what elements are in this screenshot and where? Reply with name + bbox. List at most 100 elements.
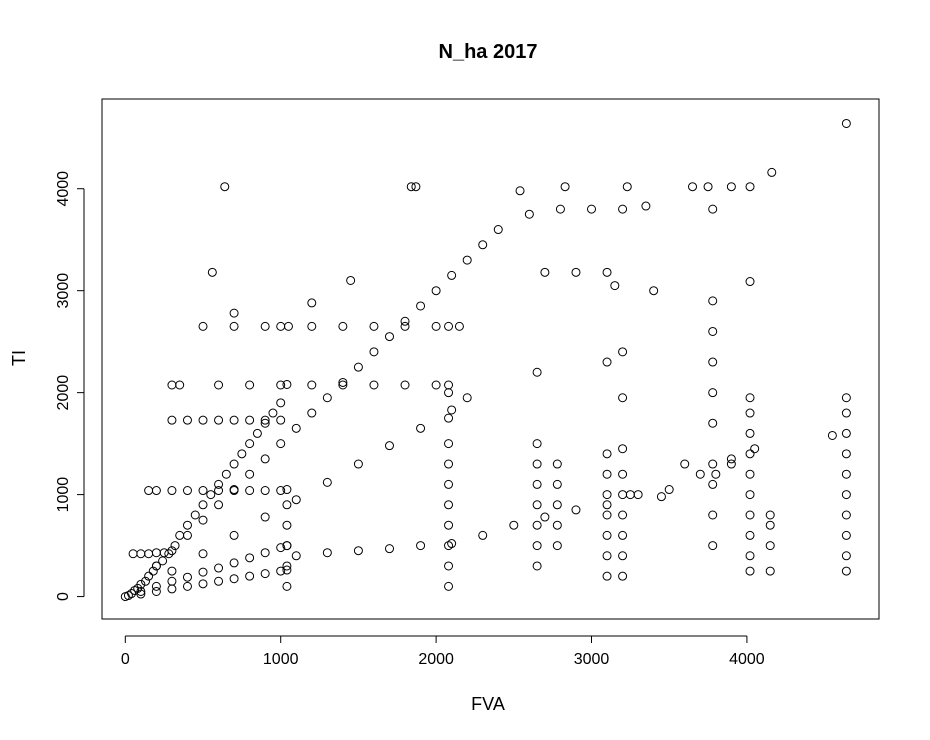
data-point: [175, 380, 185, 390]
data-point: [695, 469, 705, 479]
data-point: [167, 566, 177, 576]
data-point: [221, 469, 231, 479]
data-point: [268, 408, 278, 418]
data-point: [214, 563, 224, 573]
data-point: [276, 415, 286, 425]
data-point: [552, 500, 562, 510]
data-point: [444, 561, 454, 571]
data-point: [454, 321, 464, 331]
data-point: [182, 572, 192, 582]
data-point: [167, 584, 177, 594]
data-point: [540, 267, 550, 277]
data-point: [229, 574, 239, 584]
data-point: [444, 500, 454, 510]
data-point: [618, 551, 628, 561]
data-point: [182, 486, 192, 496]
data-point: [618, 571, 628, 581]
data-point: [245, 439, 255, 449]
data-point: [260, 548, 270, 558]
data-point: [447, 405, 457, 415]
data-point: [649, 286, 659, 296]
data-point: [322, 548, 332, 558]
data-point: [625, 490, 635, 500]
data-point: [198, 486, 208, 496]
data-point: [276, 543, 286, 553]
data-point: [151, 581, 161, 591]
data-point: [602, 267, 612, 277]
data-point: [708, 510, 718, 520]
data-point: [618, 444, 628, 454]
data-point: [571, 505, 581, 515]
data-point: [245, 571, 255, 581]
data-point: [276, 486, 286, 496]
data-point: [276, 321, 286, 331]
data-point: [618, 469, 628, 479]
data-point: [353, 459, 363, 469]
data-point: [229, 415, 239, 425]
data-point: [260, 486, 270, 496]
data-point: [282, 561, 292, 571]
data-point: [532, 561, 542, 571]
data-point: [602, 500, 612, 510]
data-point: [478, 530, 488, 540]
data-point: [136, 589, 146, 599]
data-point: [307, 298, 317, 308]
data-point: [532, 459, 542, 469]
data-point: [680, 459, 690, 469]
data-point: [841, 551, 851, 561]
data-point: [841, 428, 851, 438]
data-point: [841, 449, 851, 459]
data-point: [552, 459, 562, 469]
data-point: [745, 393, 755, 403]
data-point: [841, 490, 851, 500]
data-point: [708, 459, 718, 469]
data-point: [532, 500, 542, 510]
data-point: [260, 454, 270, 464]
data-point: [444, 388, 454, 398]
data-point: [245, 380, 255, 390]
data-point: [338, 380, 348, 390]
data-point: [444, 439, 454, 449]
data-point: [338, 377, 348, 387]
data-point: [708, 326, 718, 336]
data-point: [260, 415, 270, 425]
data-point: [148, 566, 158, 576]
data-point: [400, 321, 410, 331]
data-point: [444, 541, 454, 551]
data-point: [767, 167, 777, 177]
x-axis-label: FVA: [471, 694, 505, 714]
data-point: [338, 321, 348, 331]
data-point: [182, 520, 192, 530]
data-point: [206, 490, 216, 500]
data-point: [708, 296, 718, 306]
data-point: [198, 321, 208, 331]
data-point: [745, 490, 755, 500]
data-point: [214, 479, 224, 489]
data-point: [708, 479, 718, 489]
x-tick-label: 1000: [263, 651, 299, 668]
data-point: [726, 459, 736, 469]
data-point: [260, 418, 270, 428]
data-point: [220, 182, 230, 192]
data-point: [708, 418, 718, 428]
data-point: [745, 530, 755, 540]
data-point: [444, 520, 454, 530]
data-point: [282, 565, 292, 575]
data-point: [237, 449, 247, 459]
data-point: [745, 408, 755, 418]
data-point: [182, 581, 192, 591]
data-point: [182, 415, 192, 425]
data-point: [416, 541, 426, 551]
data-point: [276, 380, 286, 390]
y-tick-label: 4000: [55, 171, 72, 207]
data-point: [291, 551, 301, 561]
data-point: [282, 500, 292, 510]
data-point: [745, 566, 755, 576]
data-point: [416, 301, 426, 311]
data-point: [447, 270, 457, 280]
data-point: [618, 530, 628, 540]
data-point: [444, 459, 454, 469]
data-point: [708, 388, 718, 398]
data-point: [602, 510, 612, 520]
